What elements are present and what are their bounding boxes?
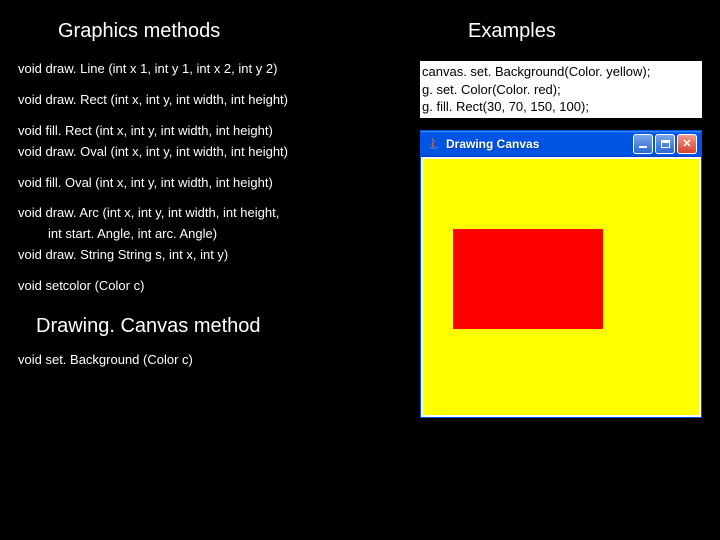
drawing-canvas [423,159,699,415]
code-line-3: g. fill. Rect(30, 70, 150, 100); [422,98,698,116]
graphics-methods-heading: Graphics methods [58,20,410,43]
minimize-button[interactable] [633,134,653,154]
window-title: Drawing Canvas [446,137,633,151]
method-drawarc-line2: int start. Angle, int arc. Angle) [48,226,410,243]
method-filloval: void fill. Oval (int x, int y, int width… [18,175,410,192]
filled-rect [453,229,603,329]
method-drawoval: void draw. Oval (int x, int y, int width… [18,144,410,161]
titlebar: Drawing Canvas ✕ [421,131,701,157]
method-fillrect: void fill. Rect (int x, int y, int width… [18,123,410,140]
method-drawrect: void draw. Rect (int x, int y, int width… [18,92,410,109]
close-button[interactable]: ✕ [677,134,697,154]
code-line-1: canvas. set. Background(Color. yellow); [422,63,698,81]
method-drawline: void draw. Line (int x 1, int y 1, int x… [18,61,410,78]
window: Drawing Canvas ✕ [420,130,702,418]
method-drawstring: void draw. String String s, int x, int y… [18,247,410,264]
code-line-2: g. set. Color(Color. red); [422,81,698,99]
java-app-icon [427,137,441,151]
method-setbackground: void set. Background (Color c) [18,352,410,369]
method-setcolor: void setcolor (Color c) [18,278,410,295]
code-block: canvas. set. Background(Color. yellow); … [420,61,702,118]
canvas-area [421,157,701,417]
method-drawarc-line1: void draw. Arc (int x, int y, int width,… [18,205,410,222]
examples-heading: Examples [468,20,710,43]
drawing-canvas-heading: Drawing. Canvas method [36,315,410,338]
window-buttons: ✕ [633,134,697,154]
maximize-button[interactable] [655,134,675,154]
